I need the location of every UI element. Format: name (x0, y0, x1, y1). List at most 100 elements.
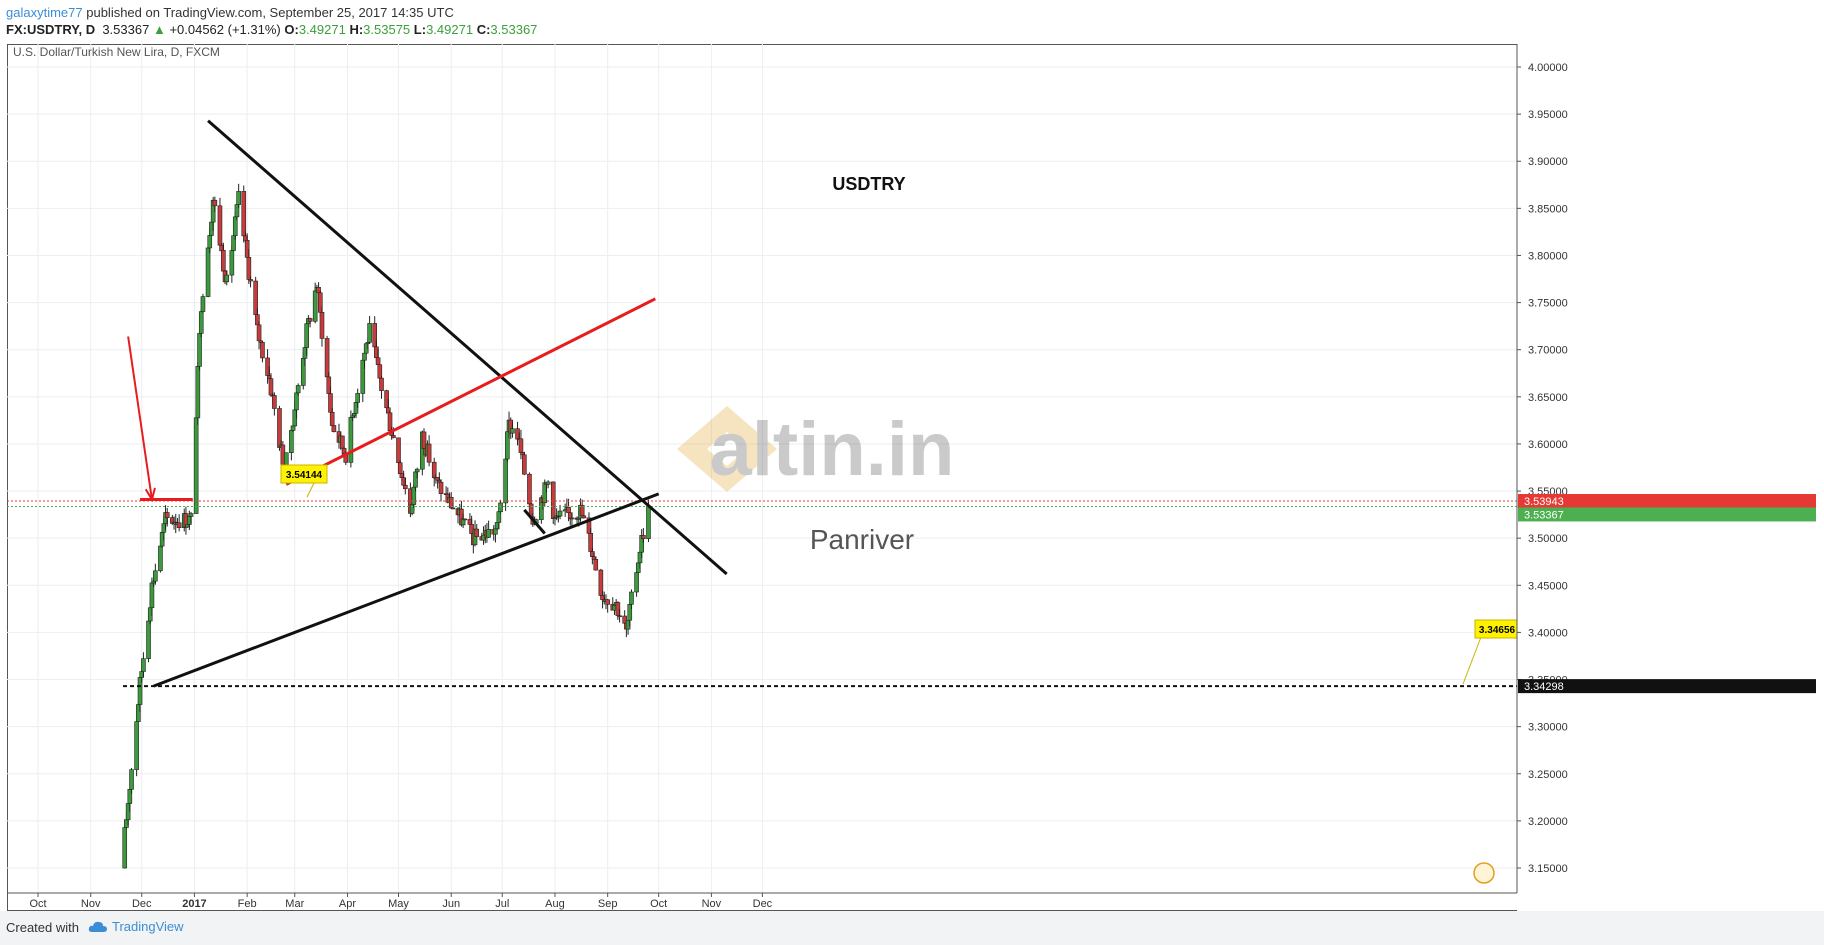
red-arrow-shaft[interactable] (127, 336, 153, 500)
candle-body (197, 333, 202, 367)
candle-body (486, 529, 491, 538)
candle-body (331, 425, 337, 432)
candle (331, 425, 337, 433)
candle-body (256, 324, 262, 342)
candle-body (426, 443, 432, 463)
watermark-diamond-icon (677, 406, 777, 492)
candle-body (518, 438, 524, 453)
y-tick-label: 3.15000 (1528, 863, 1568, 875)
candle (355, 388, 360, 408)
candle (134, 720, 139, 777)
candle-body (438, 481, 444, 494)
candle-body (324, 338, 330, 378)
high-label: H: (349, 22, 364, 37)
callout-pointer (306, 480, 316, 498)
candle-body (510, 428, 515, 434)
candle (141, 652, 146, 677)
candle-body (581, 515, 587, 519)
x-tick-label: Apr (339, 898, 356, 910)
red-channel-line[interactable] (285, 297, 656, 486)
candle (197, 332, 202, 371)
callout-box[interactable] (280, 464, 328, 484)
candle (396, 437, 401, 464)
candle-body (414, 468, 420, 473)
y-tick-label: 3.50000 (1528, 533, 1568, 545)
candle (510, 421, 515, 438)
chart-header: galaxytime77 published on TradingView.co… (0, 0, 1824, 44)
ascending-trendline[interactable] (153, 492, 660, 688)
candle (200, 293, 206, 314)
tradingview-link[interactable]: TradingView (112, 919, 184, 934)
author-link[interactable]: galaxytime77 (6, 5, 83, 20)
low-label: L: (413, 22, 427, 37)
candle-body (134, 721, 139, 770)
candle-body (193, 417, 199, 514)
candle-body (304, 323, 309, 348)
chart-title: U.S. Dollar/Turkish New Lira, D, FXCM (13, 45, 220, 59)
high-value: 3.53575 (363, 22, 411, 37)
short-black-segment[interactable] (523, 508, 546, 535)
callout-label: 3.34656 (1479, 625, 1516, 636)
watermark-sub: Panriver (810, 524, 914, 555)
candle (176, 514, 182, 532)
candle-body (396, 437, 401, 464)
x-tick-label: Aug (545, 898, 565, 910)
candle-body (153, 570, 158, 582)
y-tick-label: 3.75000 (1528, 298, 1568, 310)
y-tick-label: 3.90000 (1528, 156, 1568, 168)
candle (229, 246, 235, 283)
candle-body (268, 378, 274, 396)
x-tick-label: Oct (29, 898, 46, 910)
candle-body (397, 462, 403, 475)
candle-body (566, 506, 571, 514)
candle-body (236, 191, 241, 205)
candle (260, 340, 265, 363)
candle-body (474, 528, 480, 537)
candle (426, 435, 432, 467)
candle (379, 375, 384, 399)
y-tick-label: 4.00000 (1528, 62, 1568, 74)
candle-body (527, 473, 532, 505)
candle-body (129, 769, 134, 790)
candle (545, 480, 551, 489)
x-tick-label: Oct (650, 898, 667, 910)
candle (198, 309, 204, 338)
price-label: 3.53943 (1524, 496, 1564, 508)
x-tick-label: 2017 (182, 898, 206, 910)
candle (474, 524, 480, 538)
candle (272, 392, 277, 416)
candle-body (248, 279, 253, 282)
candle-body (557, 510, 563, 517)
publish-line: galaxytime77 published on TradingView.co… (6, 5, 454, 20)
watermark-brand: altin.in (710, 407, 955, 492)
candle (569, 512, 575, 527)
candle-body (340, 435, 345, 449)
candle (581, 514, 587, 519)
candle-body (260, 342, 265, 359)
candle (129, 768, 134, 794)
candle-body (224, 274, 230, 283)
close-value: 3.53367 (490, 22, 538, 37)
red-arrow-head-icon (144, 487, 156, 503)
x-tick-label: Dec (753, 898, 773, 910)
candle-body (195, 366, 201, 419)
price-chart[interactable]: altin.in Panriver 3.54144 3.34656 USDTRY U.S.… (7, 44, 1817, 911)
x-tick-label: Sep (598, 898, 618, 910)
candle-body (498, 502, 503, 513)
candle-body (617, 615, 622, 618)
candle-body (122, 827, 128, 869)
price-label-box (1518, 507, 1816, 522)
candle-body (241, 191, 247, 237)
candle-body (391, 435, 396, 439)
candle (307, 317, 313, 328)
candle (224, 270, 230, 286)
x-tick-label: Nov (702, 898, 722, 910)
event-flag-icon[interactable] (1473, 862, 1495, 884)
candle-body (450, 507, 456, 510)
candle (438, 479, 444, 502)
ohlc-line: FX:USDTRY, D 3.53367 ▲ +0.04562 (+1.31%)… (6, 22, 537, 37)
candle (319, 306, 325, 347)
candle (641, 528, 646, 543)
descending-trendline[interactable] (207, 119, 728, 576)
candle-body (289, 430, 294, 453)
